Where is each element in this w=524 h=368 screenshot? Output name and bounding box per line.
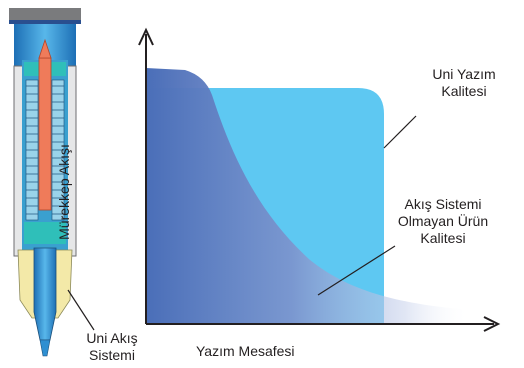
other-quality-leader	[317, 245, 396, 296]
uni-quality-leader	[383, 115, 417, 149]
other-quality-line-2: Olmayan Ürün	[397, 213, 489, 229]
other-quality-line-3: Kalitesi	[420, 230, 466, 246]
pen-core-tip	[38, 38, 52, 59]
x-axis-arrow	[483, 316, 501, 332]
y-axis-arrow	[138, 27, 154, 46]
uni-quality-callout: Uni Yazım Kalitesi	[414, 66, 514, 100]
pen-system-line-1: Uni Akış	[86, 330, 138, 346]
y-axis-label: Mürekkep Akışı	[56, 144, 72, 240]
chart	[67, 27, 501, 332]
pen-illustration	[9, 8, 81, 357]
pen-ink-core	[38, 57, 52, 211]
pen-lower-teal	[24, 222, 66, 244]
uni-quality-line-1: Uni Yazım	[432, 66, 496, 82]
pen-system-callout: Uni Akış Sistemi	[76, 330, 148, 364]
pen-tip	[39, 339, 51, 357]
pen-system-leader	[67, 289, 95, 331]
pen-cap	[9, 8, 81, 20]
other-quality-area	[146, 68, 470, 324]
other-quality-line-1: Akış Sistemi	[404, 196, 482, 212]
uni-quality-line-2: Kalitesi	[441, 83, 487, 99]
other-quality-callout: Akış Sistemi Olmayan Ürün Kalitesi	[388, 196, 498, 247]
pen-system-line-2: Sistemi	[89, 347, 135, 363]
x-axis-label-text: Yazım Mesafesi	[196, 343, 295, 359]
pen-nib-body	[33, 247, 57, 341]
pen-cap-ring	[9, 20, 81, 24]
pen-spring-coils	[26, 85, 64, 215]
x-axis-label: Yazım Mesafesi	[196, 343, 295, 360]
